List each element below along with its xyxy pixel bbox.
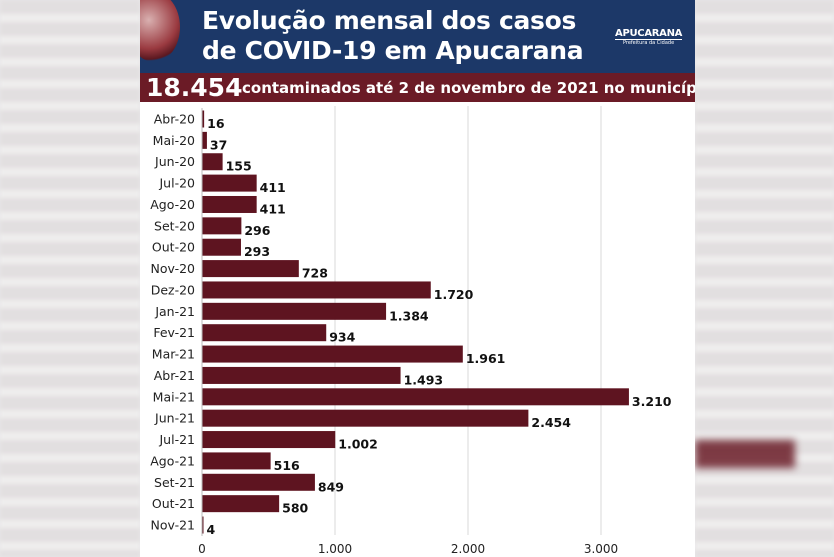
- category-label: Abr-21: [154, 368, 195, 383]
- x-tick-label: 2.000: [451, 542, 485, 556]
- data-label: 411: [260, 201, 286, 216]
- bar: [202, 195, 257, 213]
- total-banner: 18.454 contaminados até 2 de novembro de…: [140, 73, 695, 102]
- blurred-background-left: [0, 0, 140, 557]
- data-label: 1.493: [404, 372, 444, 387]
- data-label: 3.210: [632, 394, 672, 409]
- data-label: 411: [260, 180, 286, 195]
- bar: [202, 238, 241, 256]
- bar: [202, 174, 257, 192]
- data-label: 1.384: [389, 308, 429, 323]
- category-label: Nov-20: [151, 261, 196, 276]
- category-label: Mar-21: [152, 347, 195, 362]
- category-label: Nov-21: [151, 518, 195, 533]
- data-label: 580: [282, 501, 308, 516]
- category-label: Jun-20: [154, 154, 195, 169]
- bar-chart: 0 1.000 2.000 3.000 Abr-20 16 Mai-20 37 Jun-20 15…: [150, 106, 672, 556]
- category-label: Abr-20: [154, 112, 195, 127]
- bar: [202, 217, 242, 235]
- category-label: Fev-21: [153, 325, 195, 340]
- category-label: Dez-20: [151, 282, 195, 297]
- title-line-1: Evolução mensal dos casos: [202, 6, 577, 35]
- bar: [202, 431, 336, 449]
- data-label: 934: [329, 330, 355, 345]
- category-label: Jul-20: [159, 176, 196, 191]
- category-label: Ago-21: [150, 453, 195, 468]
- bar: [202, 324, 327, 342]
- data-label: 516: [274, 458, 300, 473]
- category-label: Out-20: [152, 240, 195, 255]
- data-label: 37: [210, 137, 227, 152]
- data-label: 155: [226, 159, 252, 174]
- x-tick-label: 0: [198, 542, 206, 556]
- data-label: 849: [318, 479, 344, 494]
- title-line-2: de COVID-19 em Apucarana: [202, 36, 584, 65]
- bar: [202, 153, 223, 171]
- category-label: Set-21: [154, 475, 195, 490]
- bar: [202, 388, 629, 406]
- infographic: Evolução mensal dos casos de COVID-19 em…: [140, 0, 695, 557]
- data-label: 728: [302, 266, 328, 281]
- logo-text: APUCARANA: [615, 28, 683, 40]
- x-tick-label: 1.000: [318, 542, 352, 556]
- bar: [202, 409, 529, 427]
- bar: [202, 260, 299, 278]
- total-caption: contaminados até 2 de novembro de 2021 n…: [242, 79, 695, 97]
- bar: [202, 516, 204, 534]
- category-label: Set-20: [154, 218, 195, 233]
- data-label: 293: [244, 244, 270, 259]
- bar: [202, 345, 463, 363]
- bar: [202, 366, 401, 384]
- bar: [202, 452, 271, 470]
- bar: [202, 302, 387, 320]
- data-label: 1.002: [338, 437, 378, 452]
- bar: [202, 495, 280, 513]
- chart-title: Evolução mensal dos casos de COVID-19 em…: [202, 6, 584, 66]
- blurred-background-right: [695, 0, 834, 557]
- bar: [202, 131, 207, 149]
- bar: [202, 473, 315, 491]
- logo-subtext: Prefeitura da Cidade: [622, 40, 675, 46]
- category-label: Mai-21: [153, 389, 195, 404]
- blurred-background-bar: [695, 440, 795, 468]
- data-label: 2.454: [531, 415, 571, 430]
- header: Evolução mensal dos casos de COVID-19 em…: [140, 0, 695, 73]
- category-label: Mai-20: [153, 133, 195, 148]
- data-label: 4: [207, 522, 216, 537]
- data-label: 16: [207, 116, 225, 131]
- category-label: Ago-20: [150, 197, 195, 212]
- apucarana-logo: APUCARANA Prefeitura da Cidade: [615, 28, 682, 46]
- data-label: 1.720: [434, 287, 474, 302]
- x-tick-label: 3.000: [584, 542, 618, 556]
- bar: [202, 110, 205, 128]
- bar: [202, 281, 431, 299]
- total-cases: 18.454: [146, 73, 243, 102]
- category-label: Jun-21: [154, 411, 195, 426]
- category-label: Jan-21: [154, 304, 195, 319]
- data-label: 296: [244, 223, 270, 238]
- data-label: 1.961: [466, 351, 506, 366]
- category-label: Out-21: [152, 496, 195, 511]
- category-label: Jul-21: [159, 432, 196, 447]
